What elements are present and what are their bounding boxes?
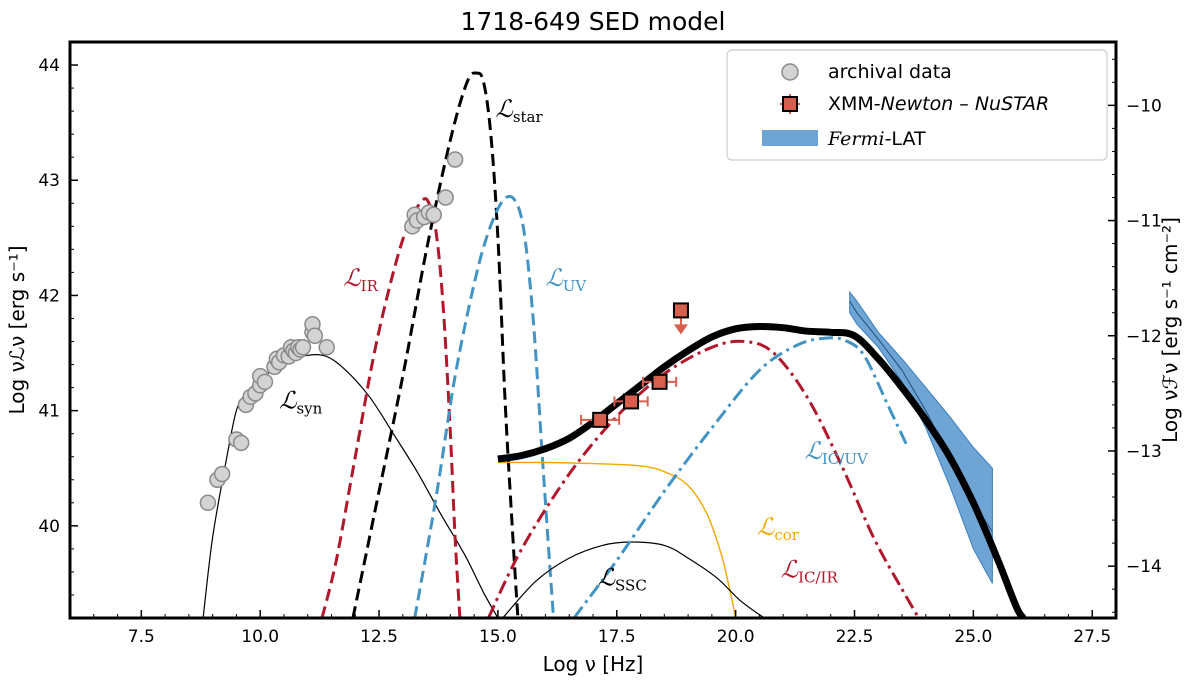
y-axis-label: Log νℒν [erg s⁻¹] bbox=[5, 245, 29, 414]
curve-labels: ℒstar ℒIR ℒUV ℒsyn ℒIC/UV ℒcor ℒSSC ℒIC/IR bbox=[279, 95, 869, 595]
y2-axis-label: Log νℱν [erg s⁻¹ cm⁻²] bbox=[1158, 217, 1182, 443]
curve-l-ssc bbox=[502, 541, 765, 618]
y-tick-label: 42 bbox=[38, 286, 60, 306]
curve-label-ic-ir: ℒIC/IR bbox=[781, 556, 839, 587]
archival-data-point bbox=[213, 465, 231, 483]
y-tick-label: 43 bbox=[38, 171, 60, 191]
archival-data-point bbox=[425, 206, 442, 224]
xmm-data-point bbox=[651, 373, 668, 390]
xmm-data-point bbox=[592, 411, 609, 428]
legend-archival-marker bbox=[781, 63, 799, 81]
archival-data-point bbox=[437, 189, 454, 206]
x-tick-label: 12.5 bbox=[360, 627, 398, 647]
legend-archival-label: archival data bbox=[828, 61, 952, 83]
curve-l-ic-ir bbox=[487, 339, 920, 618]
y2-tick-label: −12 bbox=[1126, 327, 1162, 347]
y-tick-label: 40 bbox=[38, 517, 60, 537]
x-tick-label: 7.5 bbox=[128, 627, 155, 647]
fermi-lat-band bbox=[849, 290, 993, 584]
x-tick-label: 17.5 bbox=[598, 627, 636, 647]
curve-l-cor bbox=[497, 461, 737, 618]
x-tick-label: 10.0 bbox=[241, 627, 279, 647]
curve-l-star bbox=[351, 71, 520, 618]
curve-label-ic-uv: ℒIC/UV bbox=[805, 437, 869, 468]
chart-title: 1718-649 SED model bbox=[460, 7, 725, 36]
curve-label-cor: ℒcor bbox=[757, 513, 800, 544]
y2-tick-label: −11 bbox=[1126, 212, 1162, 232]
legend: archival data XMM-Newton – NuSTAR Fermi-… bbox=[726, 49, 1108, 161]
y-tick-label: 44 bbox=[38, 56, 60, 76]
x-tick-label: 15.0 bbox=[479, 627, 517, 647]
legend-fermi-patch bbox=[762, 130, 818, 146]
xmm-upper-limit-point bbox=[672, 302, 689, 319]
archival-data-point bbox=[318, 339, 335, 356]
x-tick-label: 25.0 bbox=[954, 627, 992, 647]
y2-tick-label: −13 bbox=[1126, 442, 1162, 462]
archival-data-point bbox=[232, 434, 250, 452]
curve-label-syn: ℒsyn bbox=[279, 386, 322, 417]
y-tick-label: 41 bbox=[38, 402, 60, 422]
curves-group bbox=[202, 71, 1027, 618]
archival-data-point bbox=[256, 373, 274, 391]
archival-data-point bbox=[306, 327, 324, 345]
y2-tick-label: −14 bbox=[1126, 557, 1162, 577]
curve-label-star: ℒstar bbox=[496, 95, 544, 126]
curve-total bbox=[497, 322, 1027, 618]
curve-label-ir: ℒIR bbox=[343, 264, 378, 295]
curve-l-uv bbox=[413, 194, 555, 618]
x-axis-label: Log ν [Hz] bbox=[543, 652, 644, 676]
archival-data-point bbox=[294, 339, 312, 356]
curve-l-ir bbox=[320, 197, 462, 618]
axis-ticks: 7.5 10.0 12.5 15.0 17.5 20.0 22.5 25.0 27.5 40 41 4… bbox=[38, 56, 1162, 647]
xmm-data-point bbox=[623, 393, 640, 410]
curve-label-uv: ℒUV bbox=[545, 264, 587, 295]
legend-xmm-label: XMM-Newton – NuSTAR bbox=[828, 93, 1049, 115]
legend-xmm-marker bbox=[782, 96, 798, 112]
legend-box bbox=[726, 49, 1108, 161]
archival-data-point bbox=[446, 151, 464, 168]
legend-fermi-label: Fermi-LAT bbox=[827, 128, 926, 150]
x-tick-label: 22.5 bbox=[836, 627, 874, 647]
x-tick-label: 20.0 bbox=[717, 627, 755, 647]
curve-l-ic-uv bbox=[572, 336, 909, 618]
points-group bbox=[199, 151, 689, 512]
y2-tick-label: −10 bbox=[1126, 96, 1162, 116]
x-tick-label: 27.5 bbox=[1073, 627, 1111, 647]
archival-data-point bbox=[199, 494, 217, 512]
xmm-upper-limit-arrow bbox=[673, 324, 688, 335]
curve-label-ssc: ℒSSC bbox=[598, 564, 647, 595]
